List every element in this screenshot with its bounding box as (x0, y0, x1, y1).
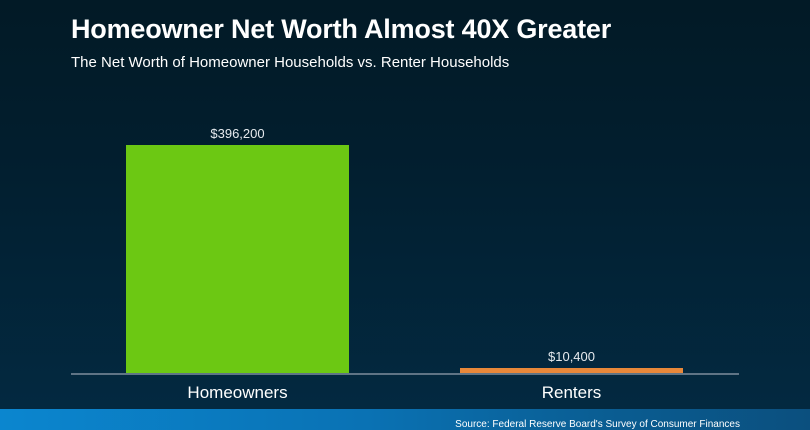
source-note: Source: Federal Reserve Board's Survey o… (455, 419, 740, 430)
bar-renters (460, 368, 683, 374)
x-axis-label-renters: Renters (541, 383, 602, 402)
bar-value-label-homeowners: $396,200 (210, 126, 265, 141)
chart-title: Homeowner Net Worth Almost 40X Greater (71, 14, 612, 44)
chart-subtitle: The Net Worth of Homeowner Households vs… (71, 54, 510, 71)
x-axis-label-homeowners: Homeowners (187, 383, 288, 402)
bar-value-label-renters: $10,400 (548, 349, 595, 364)
footer-band: Source: Federal Reserve Board's Survey o… (0, 409, 810, 430)
x-axis-line (71, 373, 739, 375)
bar-homeowners (126, 145, 349, 374)
